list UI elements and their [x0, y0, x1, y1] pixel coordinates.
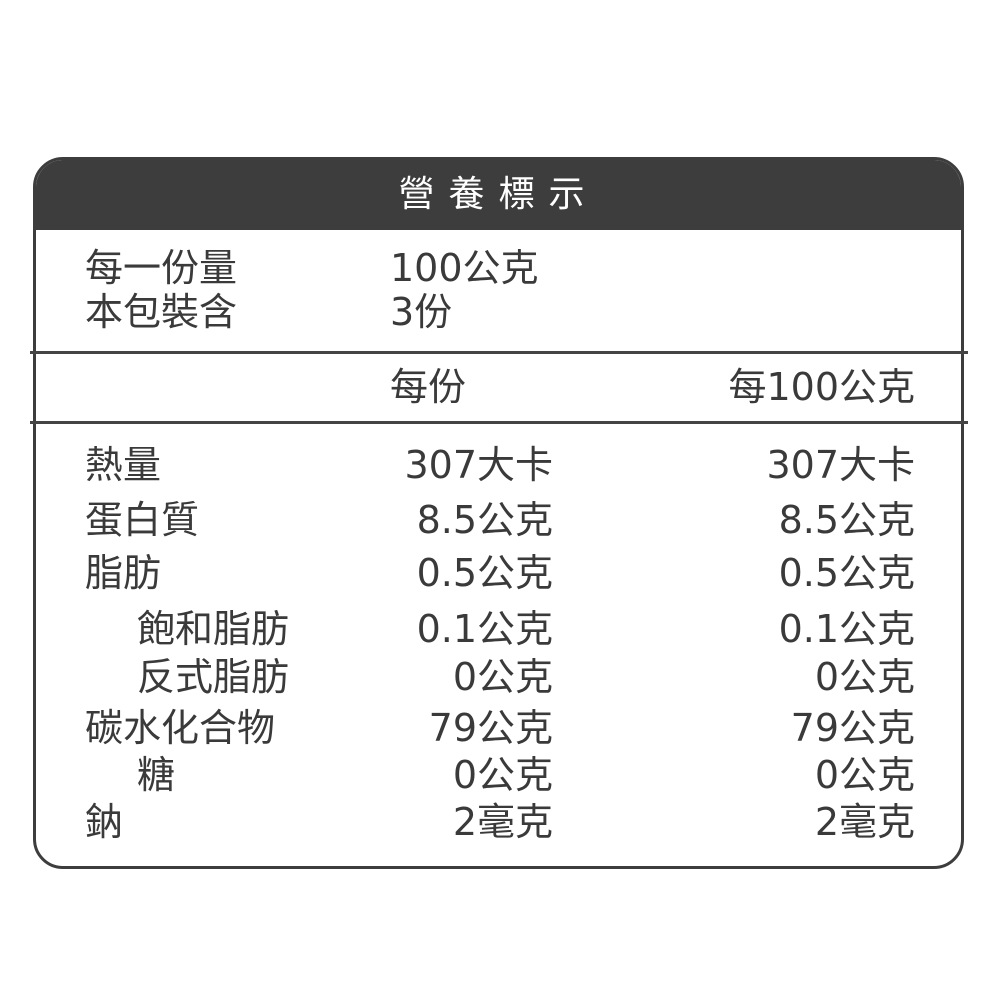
servings-count-value: 3份: [390, 290, 453, 334]
nutrient-per-serving: 79公克: [428, 706, 553, 750]
label-title: 營養標示: [36, 160, 961, 230]
nutrient-per-serving: 8.5公克: [416, 498, 553, 542]
divider: [30, 351, 968, 354]
nutrient-per-serving: 0.1公克: [416, 607, 553, 651]
nutrition-label: 營養標示: [33, 157, 964, 869]
nutrient-per-serving: 0公克: [452, 655, 553, 699]
nutrient-per-serving: 0.5公克: [416, 551, 553, 595]
nutrient-per-serving: 2毫克: [452, 800, 553, 844]
nutrient-per-serving: 0公克: [452, 753, 553, 797]
nutrient-per-100g: 2毫克: [814, 800, 915, 844]
nutrient-per-100g: 0.5公克: [778, 551, 915, 595]
column-header-per-100g: 每100公克: [728, 365, 915, 409]
column-header-per-serving: 每份: [390, 365, 467, 409]
nutrient-per-100g: 0.1公克: [778, 607, 915, 651]
nutrient-name: 飽和脂肪: [137, 607, 290, 651]
serving-size-value: 100公克: [390, 246, 539, 290]
nutrient-name: 糖: [137, 753, 176, 797]
nutrient-per-100g: 79公克: [790, 706, 915, 750]
nutrient-per-100g: 8.5公克: [778, 498, 915, 542]
nutrient-name: 蛋白質: [85, 498, 200, 542]
serving-size-label: 每一份量: [85, 246, 238, 290]
nutrient-per-serving: 307大卡: [404, 443, 553, 487]
nutrient-per-100g: 307大卡: [766, 443, 915, 487]
nutrient-name: 鈉: [85, 800, 124, 844]
nutrient-name: 熱量: [85, 443, 162, 487]
servings-count-label: 本包裝含: [85, 290, 238, 334]
nutrient-per-100g: 0公克: [814, 753, 915, 797]
divider: [30, 421, 968, 424]
nutrient-per-100g: 0公克: [814, 655, 915, 699]
nutrient-name: 反式脂肪: [137, 655, 290, 699]
nutrient-name: 碳水化合物: [85, 706, 276, 750]
nutrient-name: 脂肪: [85, 551, 162, 595]
